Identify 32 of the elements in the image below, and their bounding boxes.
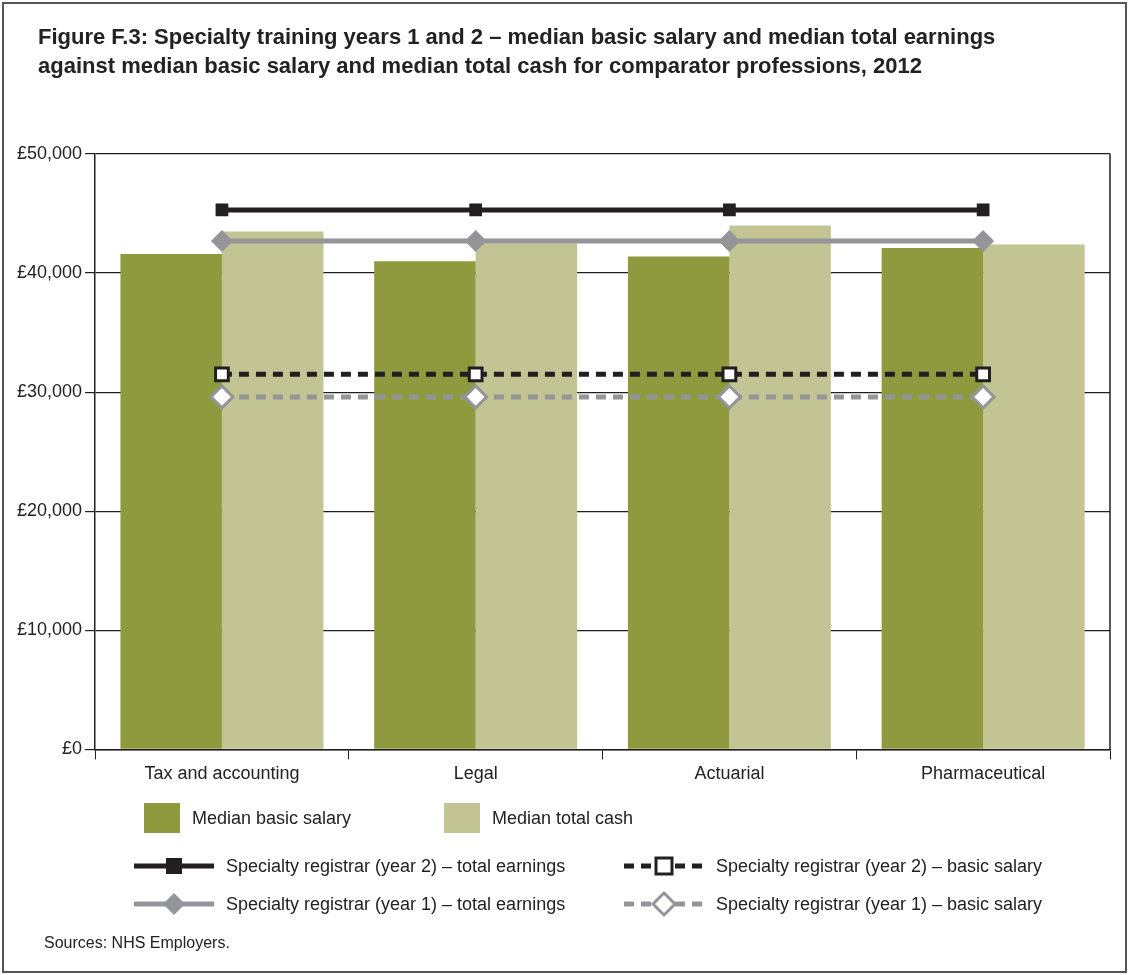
y-tick-label: £20,000 <box>16 500 83 521</box>
legend-label: Median basic salary <box>192 807 352 829</box>
legend-label: Specialty registrar (year 2) – basic salary <box>716 855 1043 877</box>
point <box>723 203 736 217</box>
legend-label: Specialty registrar (year 1) – total earnings <box>226 893 566 915</box>
point <box>214 366 230 383</box>
x-tick-label: Tax and accounting <box>144 763 300 784</box>
x-tick-label: Legal <box>453 763 498 784</box>
point <box>718 229 741 252</box>
point <box>970 384 996 410</box>
point <box>464 229 487 252</box>
source-note: Sources: NHS Employers. <box>44 934 230 952</box>
y-tick-label: £50,000 <box>16 142 83 163</box>
y-tick-label: £10,000 <box>16 619 83 640</box>
point <box>721 366 738 383</box>
point <box>463 384 489 410</box>
y-tick-label: £30,000 <box>16 381 83 402</box>
y-tick-label: £40,000 <box>16 262 83 283</box>
point <box>469 203 483 217</box>
y-tick-label: £0 <box>62 738 83 759</box>
point <box>975 366 991 383</box>
point <box>209 384 235 410</box>
x-tick-label: Actuarial <box>694 763 765 784</box>
point <box>972 229 995 252</box>
x-tick-label: Pharmaceutical <box>921 763 1046 784</box>
point <box>210 229 233 252</box>
point <box>716 384 742 410</box>
legend-label: Median total cash <box>492 807 634 829</box>
point <box>467 366 484 383</box>
chart-title: Figure F.3: Specialty training years 1 and 2 – median basic salary and median total earnings against median basic salary and median total cash for comparator professions, 2012 <box>38 23 997 80</box>
legend-label: Specialty registrar (year 2) – total earnings <box>226 855 566 877</box>
legend-label: Specialty registrar (year 1) – basic salary <box>716 893 1043 915</box>
